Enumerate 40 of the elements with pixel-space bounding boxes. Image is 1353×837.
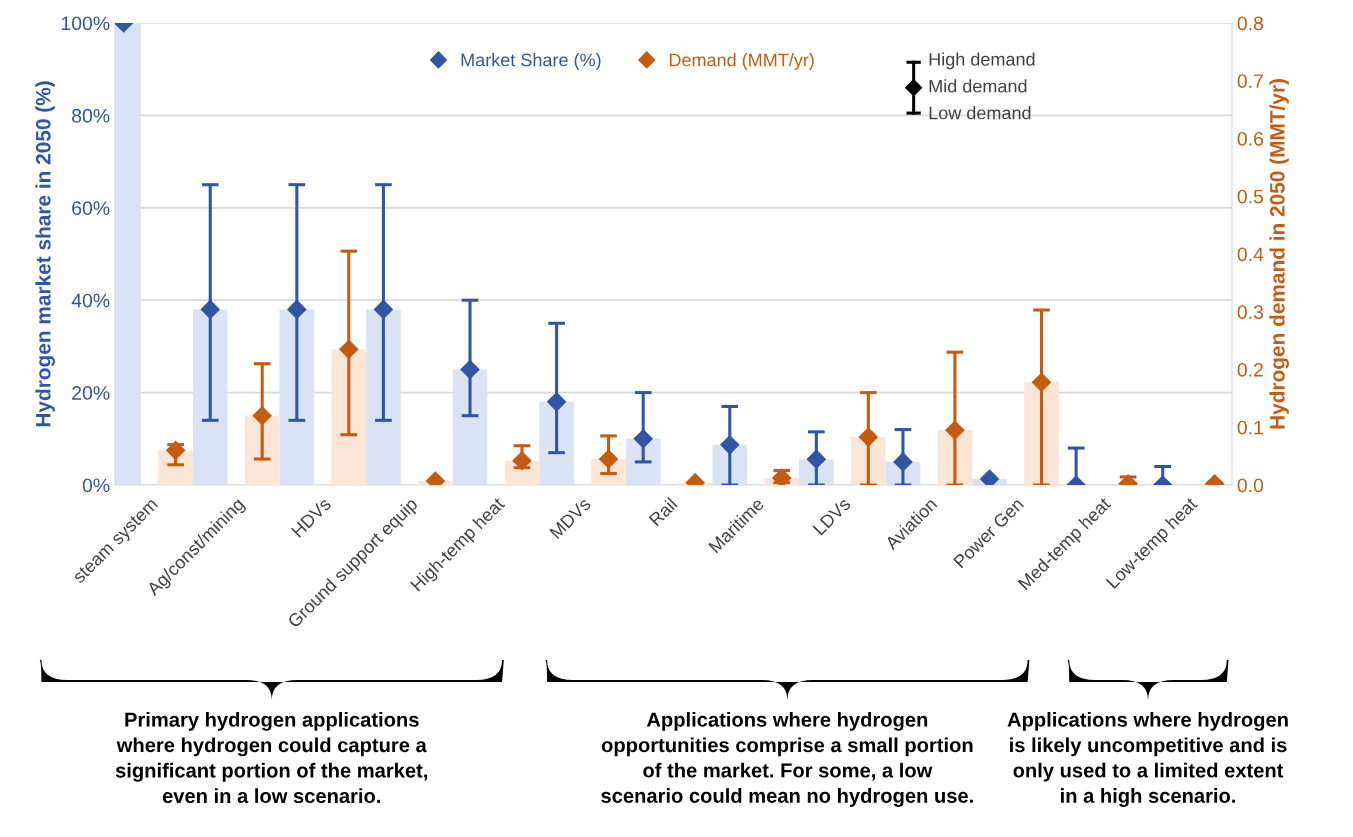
y2-tick-label: 0.7 xyxy=(1237,74,1263,88)
point xyxy=(547,392,567,412)
point xyxy=(633,429,653,449)
y2-tick-label: 0.3 xyxy=(1237,305,1264,319)
point xyxy=(373,299,393,319)
text: Primary hydrogen applications where hydrogen could capture a significant portion of the market, even in a low scenario. xyxy=(115,712,428,804)
y-tick-label: 60% xyxy=(72,201,110,216)
point xyxy=(980,469,1000,485)
point xyxy=(460,359,480,380)
y-tick-label: 80% xyxy=(72,108,110,123)
text: Applications where hydrogen is likely uncompetitive and is only used to a limited extent in a high scenario. xyxy=(1007,712,1288,807)
y2-tick-label: 0.5 xyxy=(1237,189,1264,204)
y-axis-title: Hydrogen market share in 2050 (%) xyxy=(35,81,55,427)
bar xyxy=(539,401,574,485)
y2-tick-label: 0.4 xyxy=(1237,247,1264,262)
y2-axis-title: Hydrogen demand in 2050 (MMT/yr) xyxy=(1269,79,1289,429)
y-tick-label: 100% xyxy=(61,16,110,31)
point xyxy=(200,299,220,319)
y2-tick-label: 0.0 xyxy=(1237,478,1264,493)
y2-tick-label: 0.2 xyxy=(1237,362,1263,377)
bar xyxy=(452,369,488,485)
y-tick-label: 40% xyxy=(71,293,110,308)
annotation: Low demand xyxy=(929,106,1031,120)
point xyxy=(287,299,307,319)
x-tick-label: Rail xyxy=(648,496,678,527)
point xyxy=(893,452,913,472)
y-tick-label: 20% xyxy=(72,386,110,400)
point xyxy=(720,435,740,455)
annotation: High demand xyxy=(929,52,1035,70)
bar xyxy=(192,309,228,485)
y2-tick-label: 0.6 xyxy=(1237,131,1264,146)
legend-label: Demand (MMT/yr) xyxy=(669,53,814,70)
y-tick-label: 0% xyxy=(82,478,110,493)
annotation: Mid demand xyxy=(929,79,1027,93)
legend-label: Market Share (%) xyxy=(461,53,601,70)
y2-tick-label: 0.8 xyxy=(1237,16,1264,31)
bar xyxy=(279,309,315,485)
y2-tick-label: 0.1 xyxy=(1237,420,1263,435)
point xyxy=(806,449,826,469)
text: Applications where hydrogen opportunities comprise a small portion of the market. For some, a low scenario could mean no hydrogen use. xyxy=(601,712,973,807)
